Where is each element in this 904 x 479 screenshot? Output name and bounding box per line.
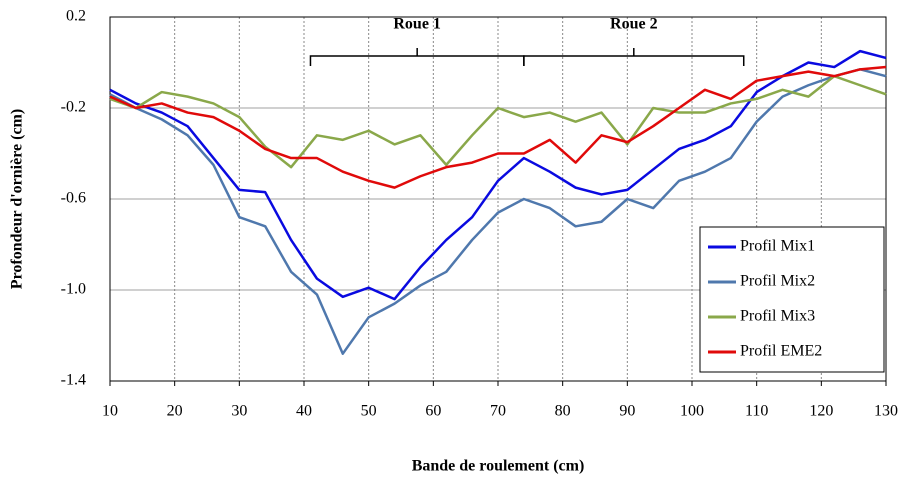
y-axis-label: Profondeur d'ornière (cm) — [9, 109, 26, 289]
x-tick-label: 80 — [555, 403, 571, 420]
series-line — [109, 74, 887, 169]
plot-frame — [109, 16, 887, 382]
bracket — [309, 48, 525, 66]
x-tick-label: 20 — [167, 403, 183, 420]
x-tick-label: 60 — [425, 403, 441, 420]
series-line — [109, 49, 887, 301]
x-tick-label: 120 — [809, 403, 833, 420]
series-line — [109, 68, 887, 355]
y-tick-label: -0.6 — [61, 190, 86, 207]
series-line — [109, 65, 887, 189]
bracket — [523, 48, 745, 66]
legend-label: Profil Mix1 — [740, 238, 815, 255]
x-axis-label: Bande de roulement (cm) — [412, 458, 585, 475]
y-tick-label: -1.0 — [61, 281, 86, 298]
y-tick-label: 0.2 — [66, 8, 86, 25]
legend-label: Profil Mix2 — [740, 273, 815, 290]
x-tick-label: 50 — [361, 403, 377, 420]
x-tick-label: 90 — [619, 403, 635, 420]
x-tick-label: 130 — [874, 403, 898, 420]
x-tick-label: 30 — [231, 403, 247, 420]
x-tick-label: 10 — [102, 403, 118, 420]
legend-label: Profil EME2 — [740, 343, 822, 360]
x-tick-label: 40 — [296, 403, 312, 420]
x-tick-label: 110 — [745, 403, 768, 420]
x-tick-label: 70 — [490, 403, 506, 420]
annotation: Roue 2 — [610, 16, 658, 33]
x-tick-label: 100 — [680, 403, 704, 420]
legend-box — [699, 226, 885, 373]
annotation: Roue 1 — [393, 16, 441, 33]
legend: Profil Mix1 Profil Mix2 Profil Mix3 Profil … — [699, 226, 885, 373]
legend-label: Profil Mix3 — [740, 308, 815, 325]
y-tick-label: -1.4 — [61, 372, 86, 389]
y-tick-label: -0.2 — [61, 99, 86, 116]
